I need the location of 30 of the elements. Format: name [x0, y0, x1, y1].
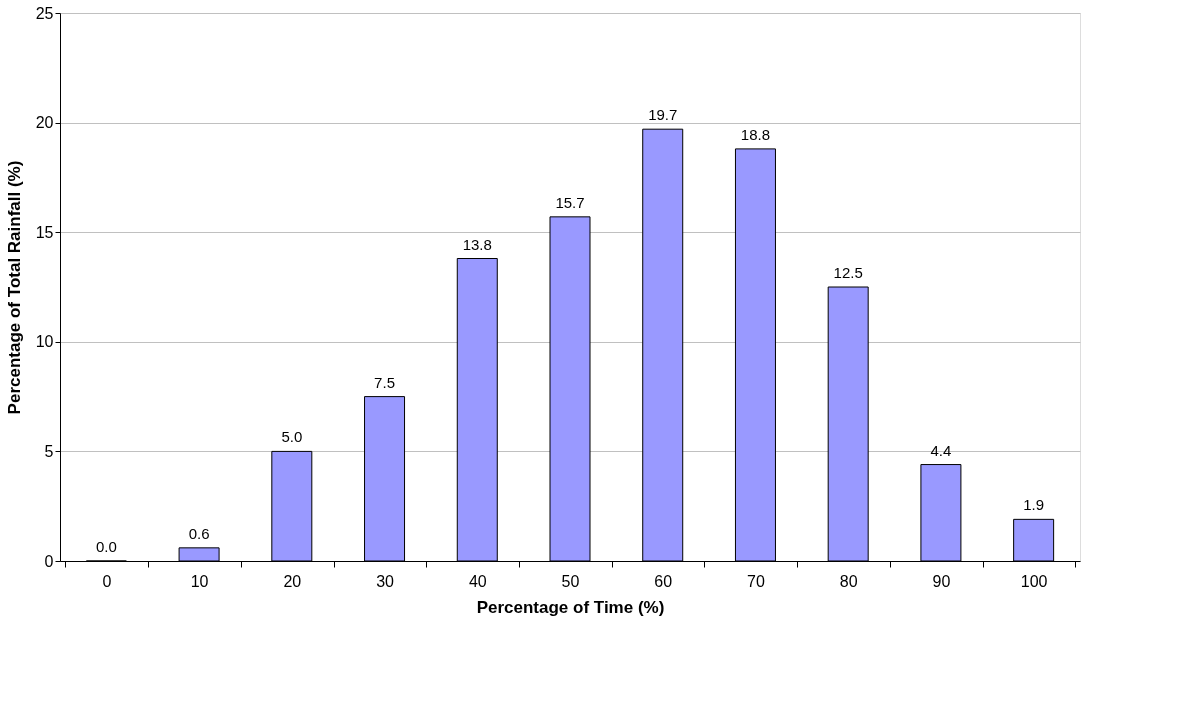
y-axis-title: Percentage of Total Rainfall (%) [4, 160, 24, 415]
x-tick-label: 50 [561, 572, 580, 590]
x-tick-label: 10 [190, 572, 209, 590]
x-tick-label: 60 [654, 572, 673, 590]
data-label: 5.0 [281, 428, 303, 446]
data-label: 15.7 [555, 193, 585, 211]
data-label: 7.5 [374, 373, 395, 391]
data-label: 19.7 [648, 106, 678, 124]
y-tick-label: 10 [35, 333, 54, 351]
x-tick-label: 0 [102, 572, 112, 590]
x-axis-title: Percentage of Time (%) [476, 597, 665, 617]
y-tick-label: 20 [35, 114, 54, 132]
y-tick-label: 0 [44, 552, 54, 570]
data-label: 4.4 [930, 441, 952, 459]
x-tick-label: 70 [747, 572, 765, 590]
data-label: 1.9 [1023, 496, 1045, 514]
y-tick-label: 5 [44, 442, 54, 460]
x-tick-label: 40 [468, 572, 487, 590]
data-label: 12.5 [833, 264, 863, 281]
y-tick-label: 25 [35, 4, 54, 22]
x-tick-label: 20 [283, 572, 302, 590]
data-label: 0.0 [95, 538, 117, 555]
x-tick-label: 30 [376, 572, 395, 590]
x-tick-label: 90 [932, 572, 951, 590]
data-label: 13.8 [462, 235, 492, 253]
y-tick-label: 15 [35, 223, 54, 241]
x-tick-label: 100 [1020, 572, 1048, 590]
data-label: 0.6 [188, 524, 210, 542]
x-tick-label: 80 [839, 572, 858, 590]
data-label: 18.8 [740, 125, 771, 143]
